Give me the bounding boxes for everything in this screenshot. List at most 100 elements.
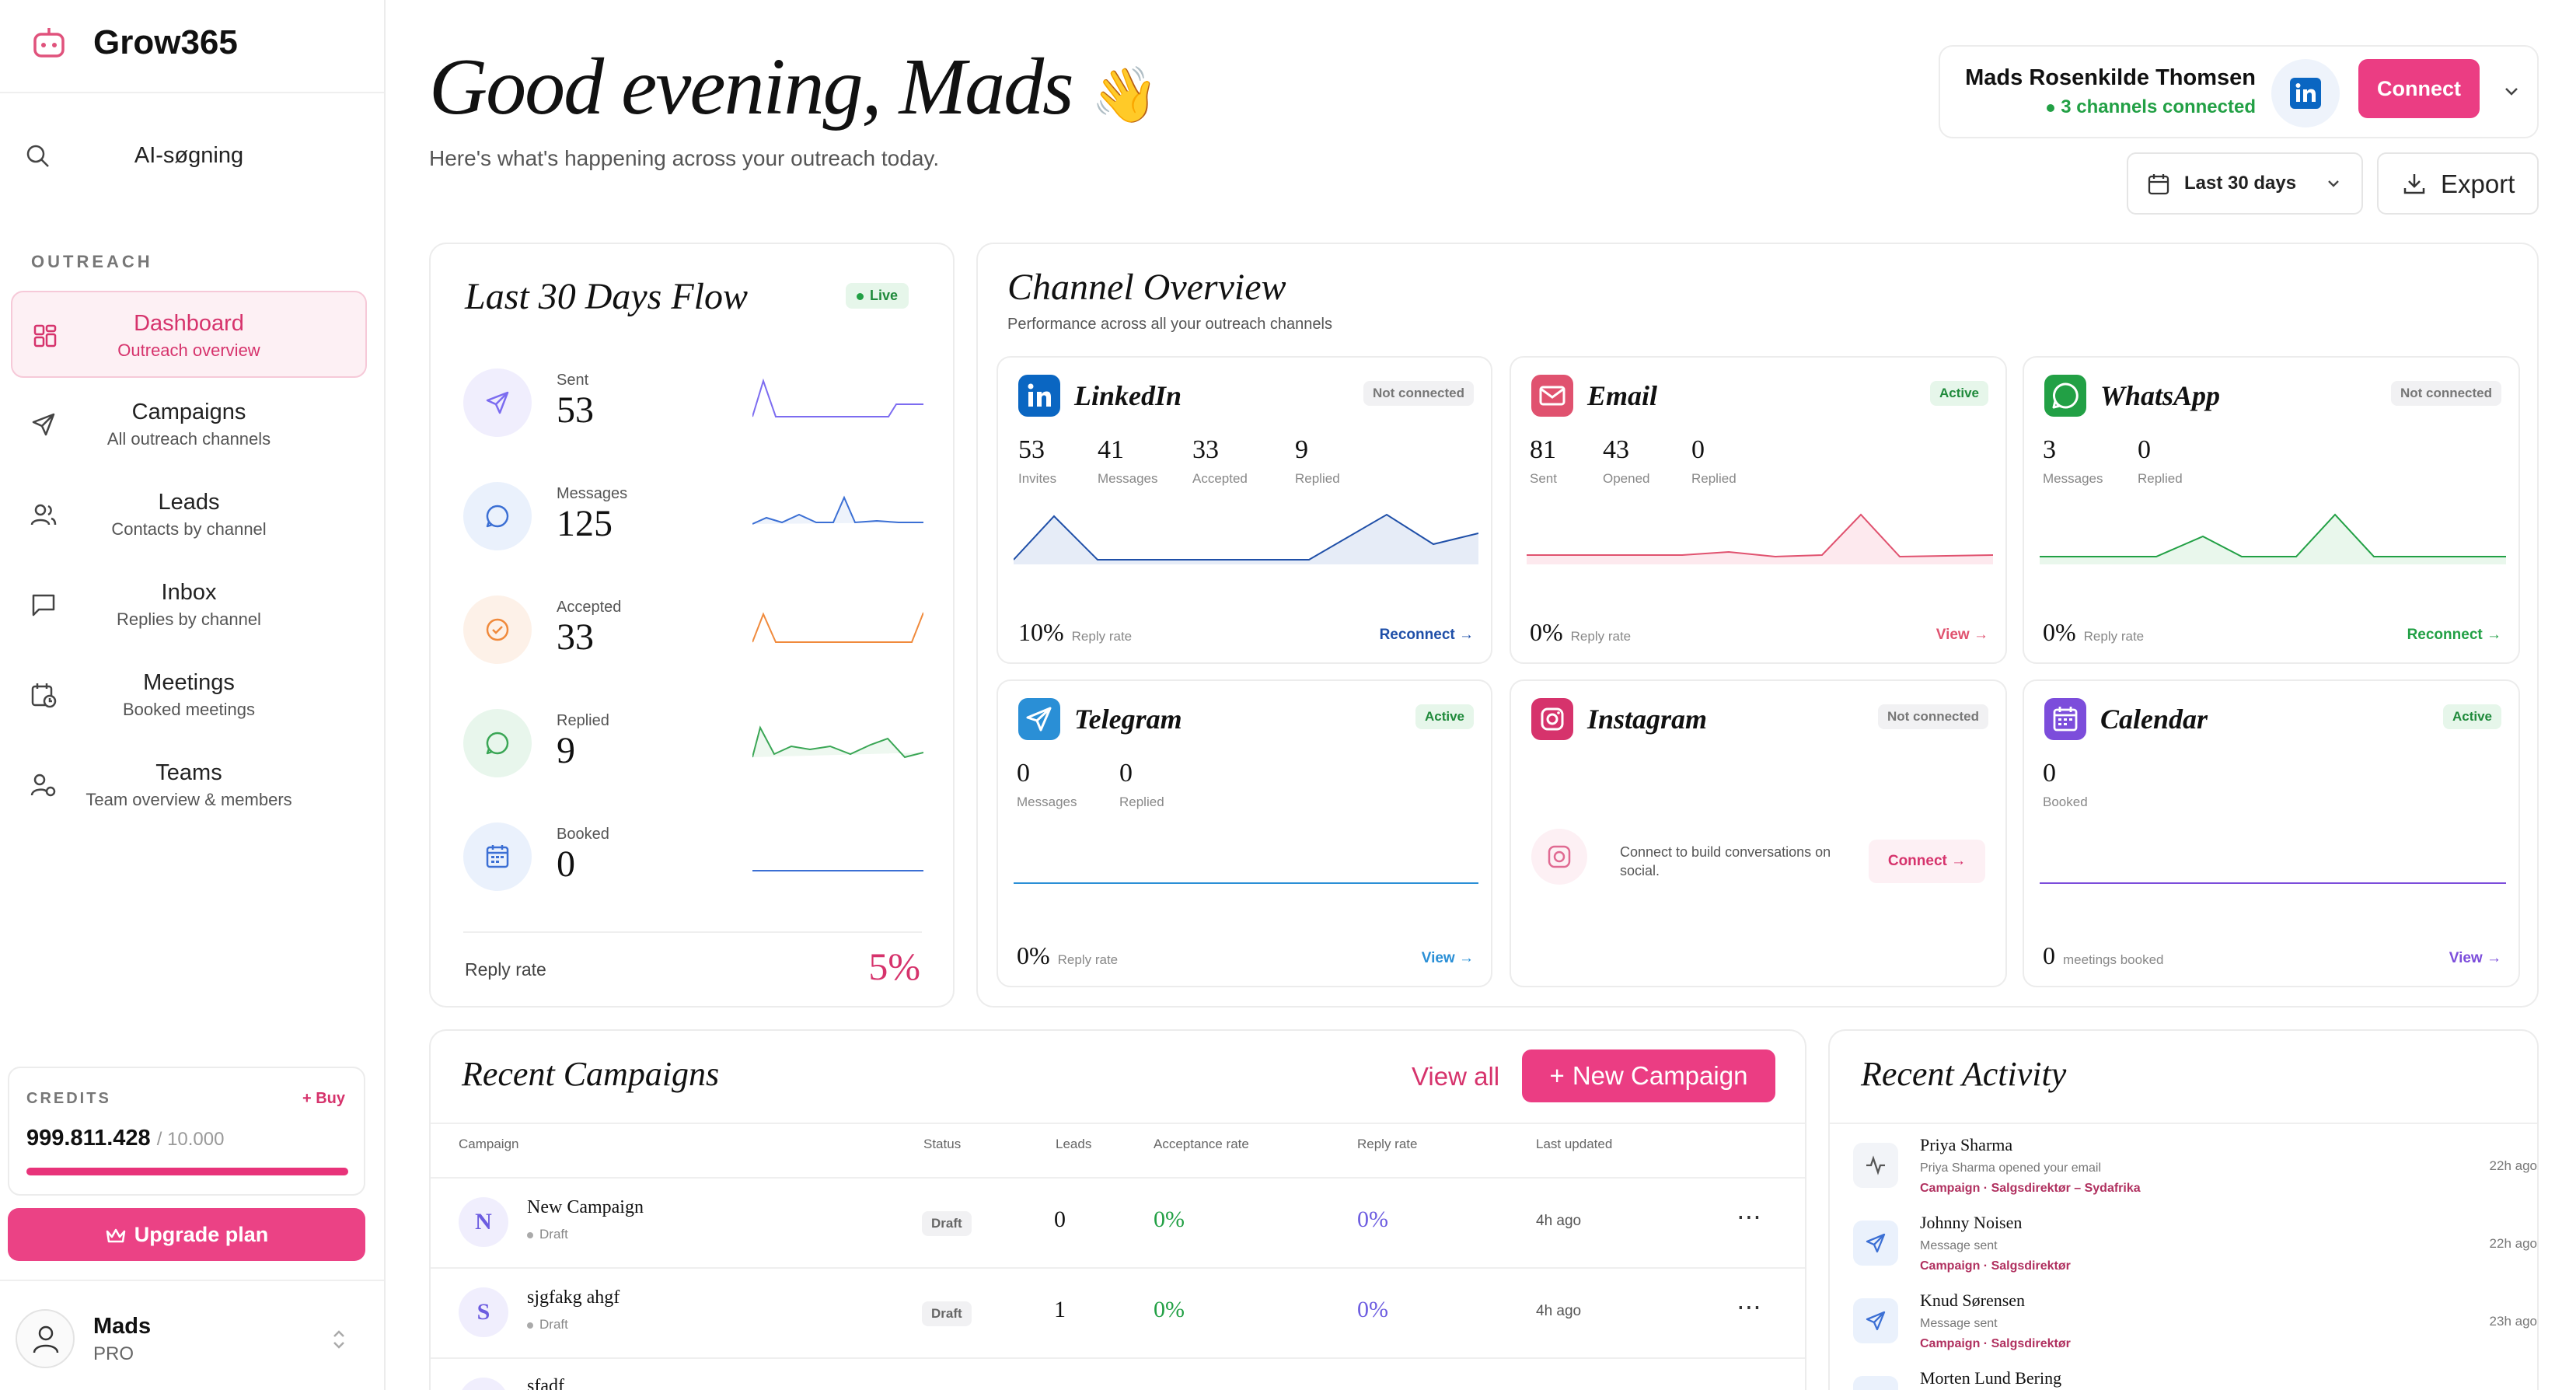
stat-sent: 81 Sent bbox=[1530, 435, 1557, 487]
new-campaign-label: New Campaign bbox=[1572, 1061, 1748, 1090]
stat-label: Booked bbox=[2043, 795, 2088, 809]
avatar bbox=[16, 1309, 75, 1368]
view-label: View bbox=[1935, 627, 1970, 643]
reply-rate-label: Reply rate bbox=[1057, 952, 1119, 967]
chevron-down-icon[interactable] bbox=[2501, 81, 2522, 101]
status-badge: Not connected bbox=[1363, 381, 1474, 406]
more-options-icon[interactable]: ⋯ bbox=[1737, 1203, 1762, 1231]
sidebar-item-meetings[interactable]: Meetings Booked meetings bbox=[11, 651, 367, 739]
date-range-select[interactable]: Last 30 days bbox=[2127, 152, 2363, 215]
crown-icon bbox=[105, 1227, 127, 1245]
sidebar-item-subtitle: Team overview & members bbox=[86, 790, 292, 809]
linkedin-icon bbox=[1018, 375, 1060, 417]
channel-name: LinkedIn bbox=[1074, 380, 1182, 411]
status-badge: Draft bbox=[922, 1301, 972, 1326]
channel-name: WhatsApp bbox=[2100, 380, 2221, 411]
status-dot bbox=[527, 1232, 533, 1238]
sidebar-item-title: Dashboard bbox=[134, 311, 244, 336]
reconnect-link[interactable]: Reconnect → bbox=[2407, 627, 2501, 644]
reconnect-link[interactable]: Reconnect → bbox=[1380, 627, 1474, 644]
download-icon bbox=[2402, 171, 2427, 196]
stat-label: Messages bbox=[2043, 471, 2103, 486]
connect-button[interactable]: Connect bbox=[2358, 59, 2480, 118]
reply-rate: 0% bbox=[1357, 1297, 1388, 1322]
activity-item[interactable]: Knud Sørensen Message sent Campaign · Sa… bbox=[1853, 1286, 2537, 1364]
activity-item[interactable]: Morten Lund Bering bbox=[1853, 1364, 2537, 1390]
last-updated: 4h ago bbox=[1536, 1303, 1582, 1319]
more-options-icon[interactable]: ⋯ bbox=[1737, 1293, 1762, 1321]
arrow-right-icon: → bbox=[2487, 950, 2501, 966]
sidebar-item-subtitle: Replies by channel bbox=[117, 609, 261, 629]
user-menu[interactable]: Mads PRO bbox=[16, 1303, 365, 1374]
new-campaign-button[interactable]: + New Campaign bbox=[1522, 1049, 1775, 1102]
email-sparkline bbox=[1527, 513, 1993, 564]
calendar-clock-icon bbox=[30, 681, 58, 709]
live-dot bbox=[857, 292, 864, 300]
mail-icon bbox=[1531, 375, 1573, 417]
view-link[interactable]: View → bbox=[1422, 950, 1474, 967]
account-name: Mads Rosenkilde Thomsen bbox=[1965, 65, 2256, 90]
table-row[interactable]: S sjgfakg ahgf Draft Draft 1 0% 0% 4h ag… bbox=[431, 1269, 1805, 1357]
credits-progress bbox=[26, 1168, 348, 1175]
send-icon bbox=[463, 368, 532, 437]
check-circle-icon bbox=[463, 595, 532, 664]
reply-rate-label: Reply rate bbox=[1071, 629, 1133, 644]
arrow-right-icon: → bbox=[1974, 627, 1988, 643]
view-link[interactable]: View → bbox=[2449, 950, 2501, 967]
meetings-booked-value: 0 bbox=[2043, 941, 2055, 969]
channel-name: Calendar bbox=[2100, 704, 2208, 735]
plus-icon: + bbox=[1549, 1061, 1565, 1090]
buy-credits-link[interactable]: + Buy bbox=[302, 1090, 345, 1107]
account-status: 3 channels connected bbox=[2061, 96, 2256, 117]
sidebar-item-inbox[interactable]: Inbox Replies by channel bbox=[11, 561, 367, 648]
whatsapp-sparkline bbox=[2040, 513, 2506, 564]
view-label: View bbox=[1421, 950, 1455, 966]
sidebar-item-dashboard[interactable]: Dashboard Outreach overview bbox=[11, 291, 367, 378]
sidebar-item-teams[interactable]: Teams Team overview & members bbox=[11, 742, 367, 829]
status-badge: Draft bbox=[922, 1211, 972, 1236]
stat-replied: 0 Replied bbox=[1119, 759, 1164, 810]
activity-item[interactable]: Johnny Noisen Message sent Campaign · Sa… bbox=[1853, 1208, 2537, 1286]
calendar-icon bbox=[2044, 698, 2086, 740]
channel-card-telegram: Telegram Active 0 Messages 0 Replied 0% Rep… bbox=[997, 679, 1492, 987]
upgrade-plan-button[interactable]: Upgrade plan bbox=[8, 1208, 365, 1261]
activity-item[interactable]: Priya Sharma Priya Sharma opened your em… bbox=[1853, 1130, 2537, 1208]
ai-search[interactable]: AI-søgning bbox=[11, 124, 367, 188]
export-button[interactable]: Export bbox=[2377, 152, 2539, 215]
stat-opened: 43 Opened bbox=[1603, 435, 1650, 487]
stat-value: 81 bbox=[1530, 435, 1556, 464]
view-all-link[interactable]: View all bbox=[1412, 1062, 1500, 1091]
status-badge: Not connected bbox=[2390, 381, 2501, 406]
sidebar-item-subtitle: All outreach channels bbox=[106, 429, 271, 449]
instagram-connect-button[interactable]: Connect → bbox=[1869, 840, 1985, 883]
sidebar-item-leads[interactable]: Leads Contacts by channel bbox=[11, 471, 367, 558]
table-row[interactable]: N New Campaign Draft Draft 0 0% 0% 4h ag… bbox=[431, 1179, 1805, 1267]
calendar-icon bbox=[463, 822, 532, 891]
users-icon bbox=[30, 501, 58, 529]
stat-value: 0 bbox=[2043, 759, 2056, 788]
stat-label: Messages bbox=[1017, 795, 1077, 809]
stat-booked: 0 Booked bbox=[2043, 759, 2088, 810]
campaign-state: Draft bbox=[539, 1317, 568, 1332]
activity-description: Message sent bbox=[1920, 1239, 1998, 1252]
channel-card-email: Email Active 81 Sent 43 Opened 0 Replied 0%… bbox=[1510, 356, 2007, 664]
stat-messages: 41 Messages bbox=[1098, 435, 1157, 487]
recent-activity-card: Recent Activity bbox=[1828, 1029, 2539, 1390]
status-dot bbox=[527, 1322, 533, 1329]
table-row[interactable]: sfadf bbox=[431, 1359, 1805, 1390]
message-circle-icon bbox=[463, 482, 532, 550]
leads-count: 1 bbox=[1054, 1297, 1066, 1322]
campaign-state: Draft bbox=[539, 1227, 568, 1242]
stat-value: 9 bbox=[1295, 435, 1308, 464]
flow-label: Sent bbox=[557, 372, 589, 389]
whatsapp-icon bbox=[2044, 375, 2086, 417]
credits-card: CREDITS + Buy 999.811.428 / 10.000 bbox=[8, 1067, 365, 1196]
stat-messages: 3 Messages bbox=[2043, 435, 2103, 487]
sidebar-item-campaigns[interactable]: Campaigns All outreach channels bbox=[11, 381, 367, 468]
sidebar-item-title: Teams bbox=[155, 760, 222, 785]
campaign-name: New Campaign bbox=[527, 1197, 644, 1217]
last-updated: 4h ago bbox=[1536, 1213, 1582, 1229]
linkedin-icon bbox=[2271, 59, 2340, 127]
sidebar-item-subtitle: Outreach overview bbox=[117, 341, 260, 360]
view-link[interactable]: View → bbox=[1936, 627, 1988, 644]
